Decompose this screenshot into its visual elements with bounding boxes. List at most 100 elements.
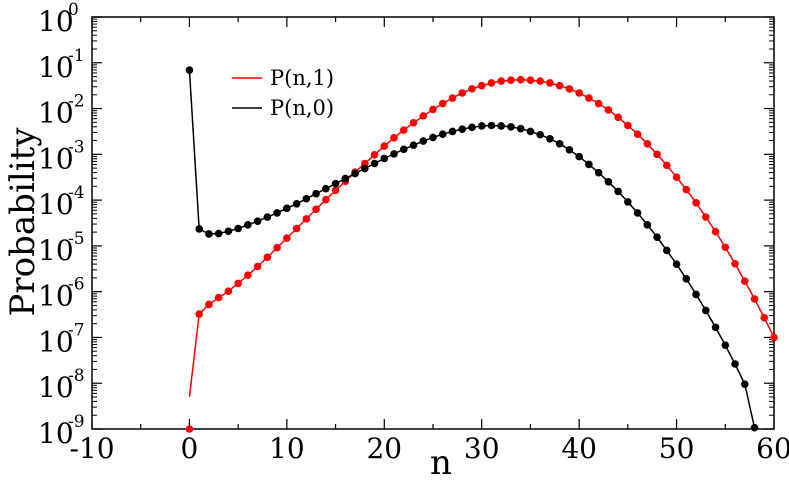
data-point-p-n-1: [448, 94, 457, 102]
data-point-p-n-0: [546, 134, 554, 143]
data-point-p-n-1: [760, 313, 769, 322]
plot-frame: [91, 16, 775, 430]
data-point-p-n-0: [331, 179, 340, 188]
data-point-p-n-0: [361, 164, 369, 173]
tick-label-layer: -10 0 10 20 30 40 50 6010010-110-210-310-410-51…: [38, 0, 789, 465]
data-point-p-n-1: [546, 79, 554, 87]
y-tick-exponent: -4: [68, 183, 85, 203]
data-point-p-n-1: [721, 243, 730, 252]
data-point-p-n-0: [458, 125, 467, 133]
data-point-p-n-0: [711, 323, 720, 332]
data-point-p-n-0: [477, 122, 486, 130]
data-point-p-n-0: [438, 130, 447, 138]
data-point-p-n-1: [302, 215, 311, 223]
x-tick-label: 0: [181, 432, 199, 465]
data-point-p-n-0: [429, 133, 437, 142]
data-point-p-n-1: [770, 333, 778, 342]
data-point-p-n-0: [273, 209, 281, 217]
y-tick-label: 10: [38, 325, 74, 358]
y-tick-exponent: -9: [68, 412, 85, 432]
data-point-p-n-1: [575, 89, 583, 97]
data-point-p-n-0: [185, 66, 194, 74]
y-tick-label: 10: [38, 280, 74, 313]
y-tick-exponent: -6: [68, 275, 85, 295]
data-point-p-n-0: [351, 169, 359, 178]
data-point-p-n-1: [516, 75, 525, 84]
data-point-p-n-1: [185, 425, 194, 433]
data-point-p-n-0: [740, 380, 749, 388]
y-axis-title: Probability: [3, 127, 43, 317]
data-point-p-n-0: [721, 341, 730, 350]
data-point-p-n-1: [429, 105, 437, 114]
x-tick-label: 60: [756, 432, 789, 465]
data-point-p-n-0: [692, 290, 700, 299]
data-point-p-n-1: [526, 76, 535, 84]
data-point-p-n-1: [283, 234, 291, 242]
y-tick-label: 10: [38, 51, 74, 84]
data-point-p-n-0: [643, 221, 652, 229]
data-point-p-n-0: [614, 187, 622, 196]
data-point-p-n-1: [205, 300, 213, 309]
data-point-p-n-0: [283, 204, 291, 213]
axis-frame-layer: [91, 16, 775, 430]
data-point-p-n-0: [312, 189, 320, 198]
x-axis-title: n: [430, 443, 452, 483]
y-tick-label: 10: [38, 5, 74, 38]
y-tick-exponent: -7: [68, 320, 85, 340]
data-point-p-n-1: [195, 310, 203, 318]
data-point-p-n-0: [399, 145, 408, 154]
data-point-p-n-1: [214, 293, 223, 302]
data-point-p-n-0: [633, 209, 642, 217]
data-point-p-n-1: [653, 150, 661, 159]
y-tick-exponent: -5: [68, 229, 85, 249]
x-tick-label: 10: [269, 432, 305, 465]
y-tick-exponent: -3: [68, 137, 85, 157]
data-point-p-n-1: [273, 243, 281, 252]
x-tick-label: 30: [464, 432, 500, 465]
data-point-p-n-0: [702, 306, 710, 315]
data-point-p-n-1: [585, 94, 593, 102]
data-point-p-n-0: [292, 199, 301, 208]
data-point-p-n-1: [711, 227, 720, 236]
data-point-p-n-1: [331, 186, 340, 195]
data-point-p-n-1: [614, 113, 622, 122]
data-point-p-n-1: [750, 295, 759, 303]
data-point-p-n-0: [526, 127, 535, 136]
data-point-p-n-1: [468, 85, 476, 93]
y-tick-label: 10: [38, 234, 74, 267]
data-point-p-n-1: [224, 287, 233, 296]
data-point-p-n-0: [594, 168, 603, 177]
x-tick-label: 20: [366, 432, 402, 465]
data-point-p-n-0: [234, 224, 242, 233]
data-point-p-n-1: [390, 134, 398, 142]
data-point-p-n-1: [633, 130, 642, 138]
data-point-p-n-0: [341, 174, 350, 183]
data-point-p-n-1: [292, 224, 301, 233]
data-point-p-n-1: [322, 195, 330, 204]
data-point-p-n-1: [253, 262, 262, 271]
series-layer: [185, 66, 778, 433]
data-point-p-n-1: [682, 185, 691, 194]
data-point-p-n-1: [702, 213, 710, 221]
data-point-p-n-1: [409, 118, 418, 127]
data-point-p-n-0: [419, 137, 428, 145]
data-point-p-n-1: [477, 81, 486, 90]
data-point-p-n-1: [594, 99, 603, 108]
data-point-p-n-0: [653, 233, 661, 241]
y-tick-exponent: -2: [68, 92, 85, 112]
y-tick-exponent: -1: [68, 46, 85, 66]
data-point-p-n-1: [244, 271, 252, 279]
data-point-p-n-0: [497, 122, 506, 130]
data-point-p-n-0: [555, 140, 564, 148]
data-point-p-n-0: [663, 246, 671, 255]
data-point-p-n-1: [565, 85, 574, 93]
data-point-p-n-0: [516, 124, 525, 133]
data-point-p-n-0: [302, 194, 311, 203]
y-tick-label: 10: [38, 188, 74, 221]
data-point-p-n-0: [585, 160, 593, 169]
data-point-p-n-0: [322, 184, 330, 193]
data-point-p-n-0: [263, 213, 272, 221]
data-point-p-n-1: [458, 89, 467, 97]
data-point-p-n-1: [507, 76, 515, 84]
data-point-p-n-0: [448, 127, 457, 136]
